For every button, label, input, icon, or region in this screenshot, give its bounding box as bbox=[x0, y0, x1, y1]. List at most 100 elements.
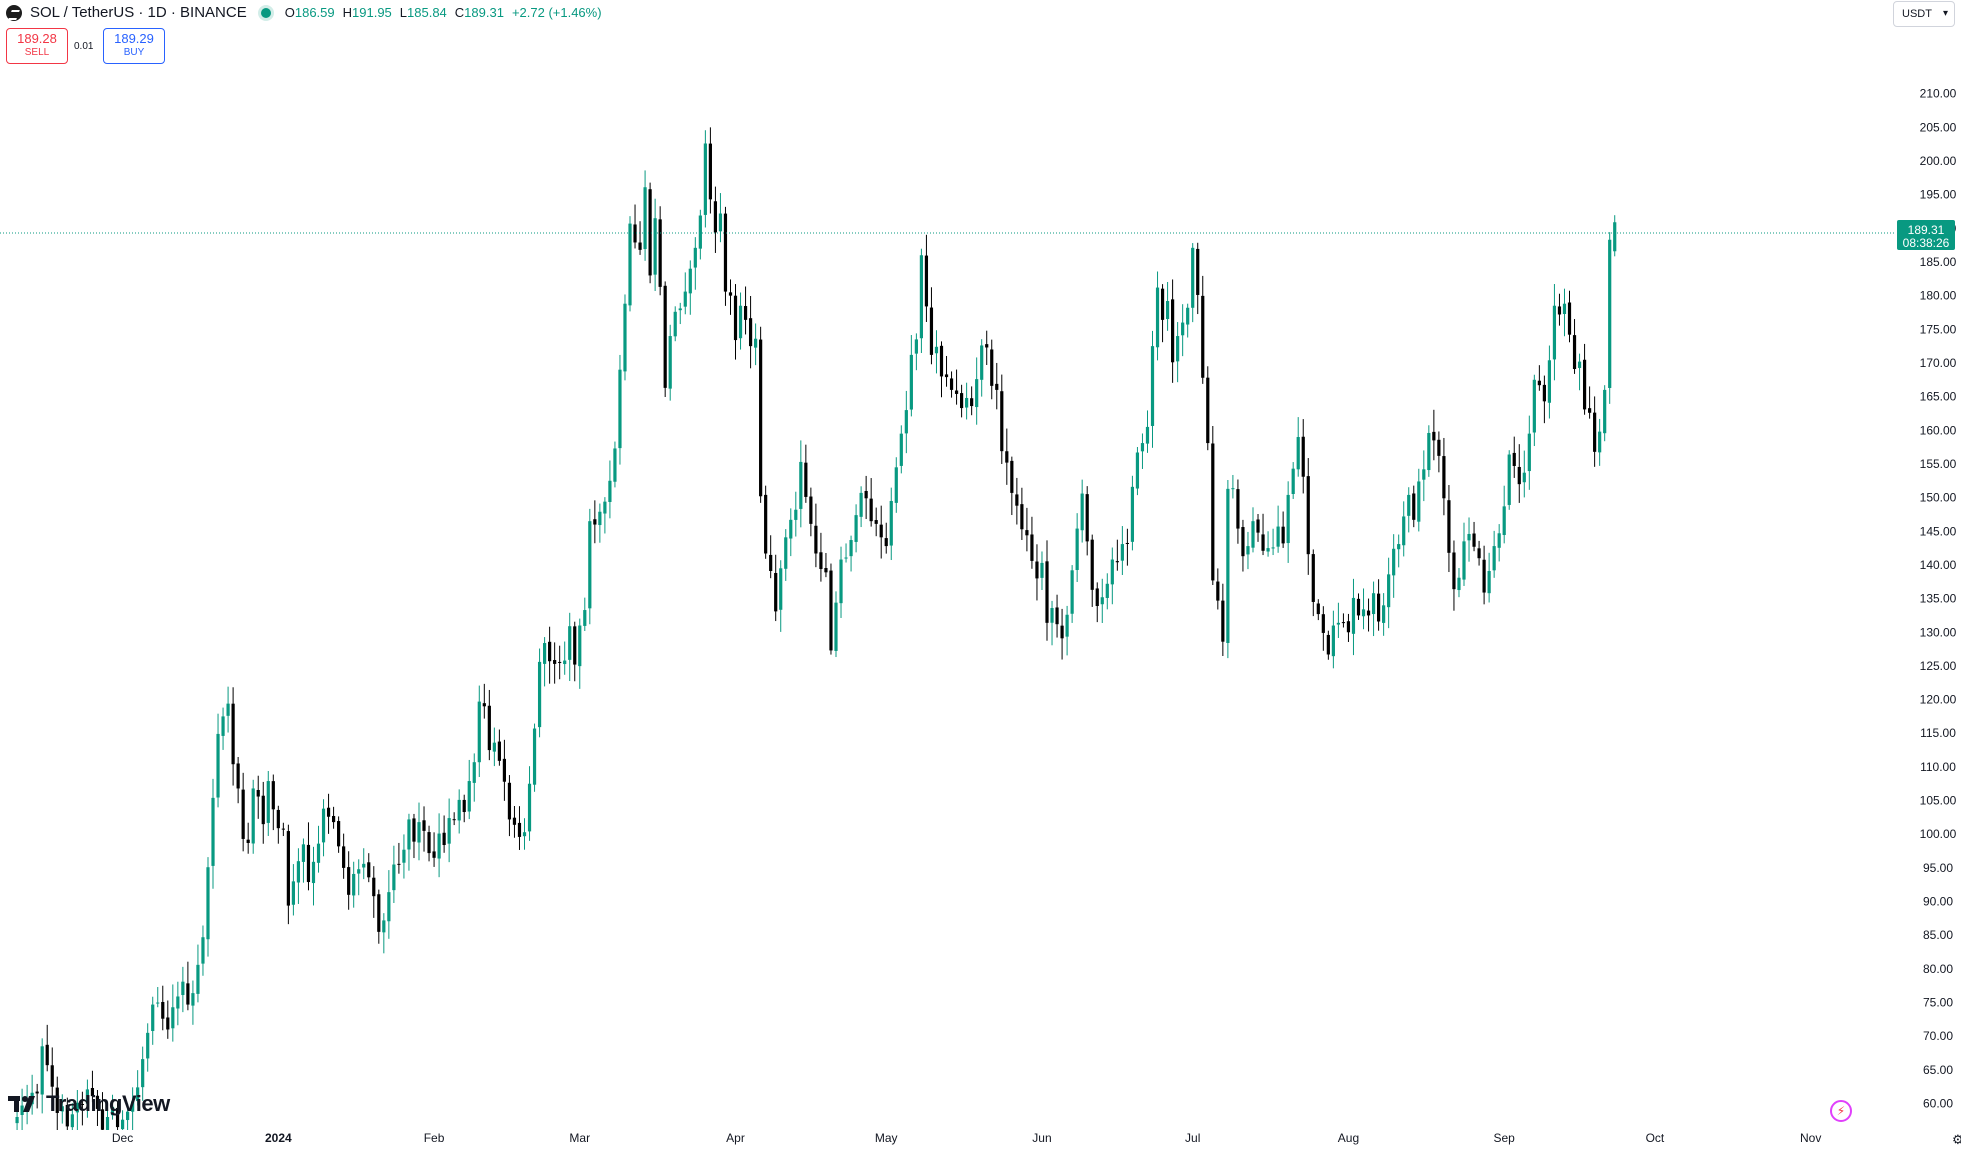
candle-body bbox=[347, 867, 351, 895]
open-label: O bbox=[284, 5, 295, 20]
candle-body bbox=[995, 383, 999, 390]
sell-button[interactable]: 189.28 SELL bbox=[6, 28, 68, 64]
candle-body bbox=[176, 996, 180, 1009]
candle bbox=[467, 759, 471, 820]
candle bbox=[568, 612, 572, 681]
candle bbox=[306, 822, 311, 891]
candle bbox=[1181, 304, 1185, 357]
candle bbox=[372, 866, 376, 918]
candle bbox=[1482, 545, 1486, 605]
candle bbox=[1593, 396, 1597, 467]
candle-body bbox=[477, 701, 481, 763]
candle bbox=[658, 206, 662, 296]
candle-body bbox=[965, 397, 969, 408]
candle-body bbox=[211, 797, 215, 866]
buy-button[interactable]: 189.29 BUY bbox=[103, 28, 165, 64]
candle-body bbox=[1427, 432, 1431, 471]
candle bbox=[337, 816, 341, 853]
candle-body bbox=[412, 818, 416, 842]
candle bbox=[1256, 514, 1260, 542]
y-tick-label: 120.00 bbox=[1920, 693, 1957, 707]
candle-body bbox=[457, 799, 461, 821]
candle bbox=[1582, 343, 1587, 415]
candle-body bbox=[914, 339, 918, 354]
candle bbox=[759, 326, 763, 503]
candle bbox=[367, 853, 371, 883]
candle-body bbox=[1085, 494, 1089, 542]
candle-body bbox=[563, 660, 567, 665]
candle bbox=[844, 543, 848, 563]
candle bbox=[1216, 568, 1220, 610]
currency-selector[interactable]: USDT ▾ bbox=[1893, 1, 1955, 27]
candle-body bbox=[1251, 521, 1255, 548]
y-tick-label: 170.00 bbox=[1920, 356, 1957, 370]
candle-body bbox=[472, 762, 476, 783]
candle bbox=[959, 384, 964, 418]
candle bbox=[226, 686, 230, 733]
candle bbox=[874, 507, 878, 537]
candle-body bbox=[1371, 593, 1376, 615]
candle-body bbox=[1065, 614, 1069, 637]
candle-body bbox=[326, 807, 331, 817]
candle bbox=[1191, 243, 1195, 323]
candle bbox=[1447, 485, 1451, 573]
candle bbox=[784, 529, 788, 581]
candle-body bbox=[1462, 541, 1466, 580]
candle bbox=[492, 727, 496, 767]
candle-body bbox=[352, 873, 356, 896]
candle-body bbox=[723, 213, 728, 292]
candle bbox=[764, 485, 768, 559]
candle bbox=[879, 505, 883, 559]
market-status-icon[interactable] bbox=[260, 7, 271, 18]
candle-body bbox=[904, 410, 908, 434]
candle bbox=[578, 618, 582, 689]
settings-gear-icon[interactable]: ⚙ bbox=[1952, 1132, 1961, 1147]
symbol-title[interactable]: SOL / TetherUS · 1D · BINANCE bbox=[30, 4, 247, 21]
candle-body bbox=[874, 520, 878, 524]
candle-body bbox=[1341, 622, 1346, 624]
x-tick-label: Sep bbox=[1494, 1131, 1516, 1145]
candle bbox=[1502, 485, 1506, 544]
candle bbox=[231, 687, 235, 786]
candle bbox=[502, 739, 507, 801]
candle bbox=[1537, 365, 1541, 391]
candle-body bbox=[1492, 546, 1496, 571]
candle bbox=[352, 861, 356, 908]
candle-body bbox=[482, 703, 486, 707]
candle bbox=[55, 1076, 59, 1135]
candle bbox=[1547, 345, 1552, 419]
candle-body bbox=[603, 501, 607, 514]
candle bbox=[397, 842, 401, 874]
candle bbox=[196, 944, 200, 1003]
flash-icon[interactable]: ⚡ bbox=[1830, 1100, 1852, 1122]
candle-body bbox=[1221, 600, 1225, 642]
candle-body bbox=[507, 782, 512, 820]
candle bbox=[1572, 319, 1577, 374]
x-tick-label: Feb bbox=[424, 1131, 445, 1145]
candle bbox=[1397, 534, 1401, 568]
candle-body bbox=[281, 828, 285, 830]
candle bbox=[201, 925, 205, 976]
candle-body bbox=[824, 568, 828, 573]
candle-body bbox=[573, 626, 577, 665]
candle-body bbox=[517, 822, 522, 837]
candle bbox=[211, 778, 215, 889]
candle-body bbox=[980, 345, 984, 380]
candle bbox=[558, 645, 562, 680]
tradingview-logo[interactable]: TradingView bbox=[8, 1091, 170, 1117]
y-tick-label: 210.00 bbox=[1920, 87, 1957, 101]
candle bbox=[1135, 446, 1140, 496]
candle-body bbox=[1140, 443, 1145, 452]
candle bbox=[1351, 578, 1356, 656]
candle-body bbox=[1593, 412, 1597, 452]
candle bbox=[1050, 600, 1054, 646]
candle bbox=[1211, 426, 1215, 585]
candle bbox=[326, 793, 331, 834]
y-tick-label: 75.00 bbox=[1923, 996, 1953, 1010]
last-price-label[interactable] bbox=[1897, 219, 1955, 250]
candle-body bbox=[146, 1032, 150, 1059]
candle-body bbox=[271, 781, 275, 810]
candle-body bbox=[1532, 379, 1536, 433]
